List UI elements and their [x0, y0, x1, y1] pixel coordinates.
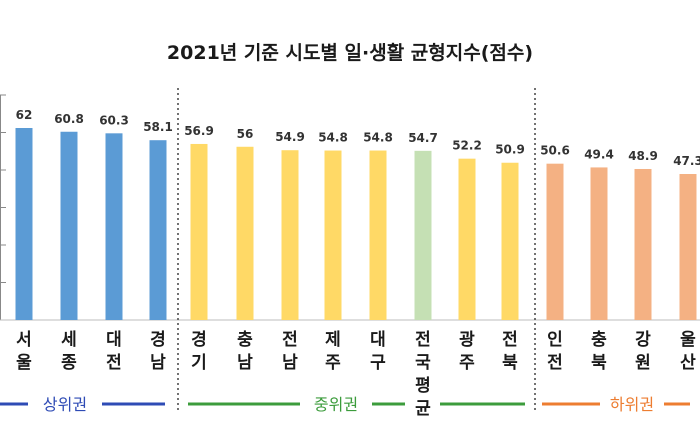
category-label: 산	[680, 353, 696, 373]
category-label: 구	[370, 353, 386, 373]
category-label: 주	[325, 353, 341, 373]
group-label: 중위권	[314, 395, 358, 414]
data-label: 60.8	[54, 112, 84, 126]
category-label: 전	[547, 353, 563, 373]
category-label: 남	[150, 353, 166, 373]
chart-title: 2021년 기준 시도별 일·생활 균형지수(점수)	[166, 42, 534, 64]
data-label: 56.9	[184, 124, 214, 138]
category-label: 남	[237, 353, 253, 373]
category-label: 울	[16, 353, 32, 373]
category-label: 인	[547, 330, 563, 350]
group-label: 상위권	[43, 395, 87, 414]
data-label: 47.3	[673, 154, 700, 168]
data-label: 54.8	[363, 131, 393, 145]
bar	[414, 150, 432, 320]
category-label: 전	[106, 353, 122, 373]
category-label: 국	[415, 353, 431, 373]
data-label: 54.8	[318, 131, 348, 145]
bar	[501, 162, 519, 320]
bar	[15, 128, 33, 320]
category-label: 강	[635, 330, 651, 350]
category-label: 평	[415, 376, 431, 396]
category-label: 전	[415, 330, 431, 350]
group-label: 하위권	[610, 395, 654, 414]
category-label: 전	[502, 330, 518, 350]
bar	[149, 140, 167, 320]
bar	[281, 150, 299, 320]
data-label: 48.9	[628, 149, 658, 163]
bar	[590, 167, 608, 320]
bar	[105, 133, 123, 320]
category-label: 주	[459, 353, 475, 373]
category-label: 원	[635, 353, 651, 373]
bar	[458, 158, 476, 320]
category-label: 대	[106, 330, 122, 350]
category-label: 경	[150, 330, 166, 350]
category-label: 광	[459, 330, 475, 350]
category-label: 울	[680, 330, 696, 350]
category-label: 서	[16, 330, 32, 350]
data-label: 49.4	[584, 147, 614, 161]
category-label: 충	[591, 330, 607, 350]
category-label: 경	[191, 330, 207, 350]
category-label: 충	[237, 330, 253, 350]
data-label: 54.9	[275, 130, 305, 144]
category-label: 균	[415, 399, 431, 419]
category-label: 기	[191, 353, 207, 373]
data-label: 60.3	[99, 113, 129, 127]
bar	[546, 163, 564, 320]
category-label: 세	[61, 330, 77, 350]
bar	[324, 150, 342, 320]
category-label: 북	[502, 353, 518, 373]
bar	[679, 174, 697, 320]
bar	[236, 146, 254, 320]
data-label: 50.6	[540, 144, 570, 158]
data-label: 58.1	[143, 120, 173, 134]
category-label: 제	[325, 330, 341, 350]
data-label: 62	[16, 108, 33, 122]
category-label: 남	[282, 353, 298, 373]
bar	[634, 168, 652, 320]
data-label: 54.7	[408, 131, 438, 145]
bar	[369, 150, 387, 320]
category-label: 종	[61, 353, 77, 373]
data-label: 56	[237, 127, 254, 141]
bar	[190, 143, 208, 320]
category-label: 전	[282, 330, 298, 350]
data-label: 50.9	[495, 143, 525, 157]
category-label: 북	[591, 353, 607, 373]
category-label: 대	[370, 330, 386, 350]
data-label: 52.2	[452, 139, 482, 153]
bar	[60, 131, 78, 320]
